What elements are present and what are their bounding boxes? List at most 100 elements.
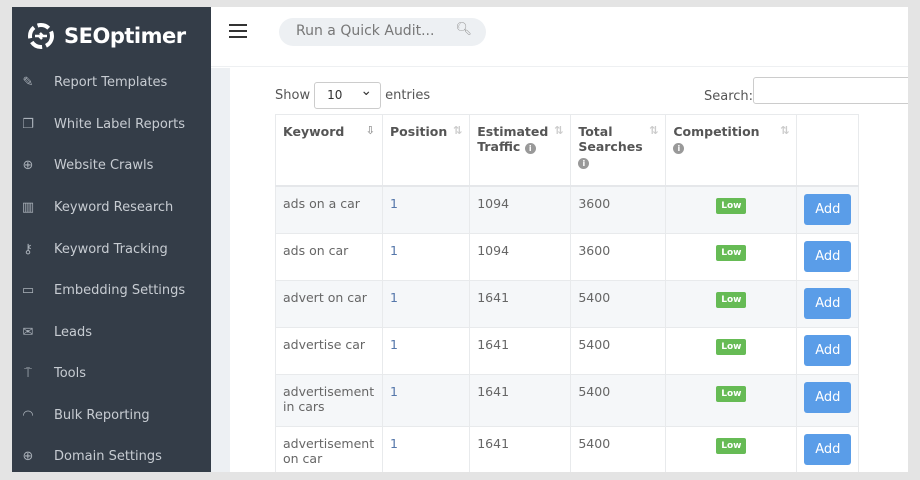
sidebar-item-keyword-research[interactable]: ▥ Keyword Research [12,192,211,222]
sort-icon: ⇅ [780,124,790,137]
zoom-in-icon: ⊕ [22,157,34,173]
header-keyword[interactable]: Keyword ⇩ [275,114,383,186]
competition-badge: Low [716,291,747,308]
position-cell: 1 [381,279,471,328]
sort-asc-icon: ⇩ [365,124,375,137]
action-cell: Add [796,326,860,375]
table-search-input[interactable] [753,77,908,104]
sidebar-item-keyword-tracking[interactable]: ⚷ Keyword Tracking [12,234,211,264]
info-icon[interactable]: i [673,143,685,154]
competition-cell: Low [665,185,798,234]
dashboard-icon: ◠ [22,407,34,423]
sidebar-item-label: Domain Settings [54,448,162,464]
app-window: SEOptimer ✎ Report Templates ❐ White Label … [12,7,908,472]
traffic-cell: 1641 [469,425,572,472]
add-button[interactable]: Add [804,193,852,225]
add-button[interactable]: Add [804,287,852,319]
entries-select[interactable]: 10 [314,82,382,109]
table-row: advertisement on car 1 1641 5400 Low Add [275,425,860,472]
keyword-cell: advertisement on car [275,425,383,472]
position-cell: 1 [381,326,471,375]
table-row: ads on a car 1 1094 3600 Low Add [275,185,860,234]
position-cell: 1 [381,232,471,281]
traffic-cell: 1641 [469,373,572,427]
sidebar: SEOptimer ✎ Report Templates ❐ White Label … [12,7,211,472]
sidebar-item-website-crawls[interactable]: ⊕ Website Crawls [12,150,211,180]
search-label: Search: [704,89,754,104]
competition-cell: Low [665,232,798,281]
searches-cell: 3600 [570,232,667,281]
traffic-cell: 1094 [469,185,572,234]
competition-cell: Low [665,279,798,328]
add-button[interactable]: Add [804,240,852,272]
traffic-cell: 1641 [469,279,572,328]
competition-cell: Low [665,373,798,427]
add-button[interactable]: Add [804,433,852,465]
add-button[interactable]: Add [804,334,852,366]
logo[interactable]: SEOptimer [24,19,186,53]
header-label: Estimated Traffic [477,124,549,154]
keywords-table: Keyword ⇩ Position ⇅ Estimated Traffic i ⇅ … [275,114,860,472]
sidebar-item-label: Keyword Tracking [54,241,168,257]
info-icon[interactable]: i [578,158,590,169]
header-position[interactable]: Position ⇅ [381,114,471,186]
search-icon[interactable]: 🔍︎ [455,22,472,37]
sidebar-item-label: Website Crawls [54,157,154,173]
action-cell: Add [796,279,860,328]
sort-icon: ⇅ [554,124,564,137]
sidebar-item-domain-settings[interactable]: ⊕ Domain Settings [12,441,211,471]
hammer-icon: ⍑ [24,365,32,381]
entries-label: entries [385,88,431,103]
action-cell: Add [796,373,860,427]
content-gutter [211,68,230,472]
action-cell: Add [796,185,860,234]
header-label: Keyword [283,124,345,139]
sort-icon: ⇅ [649,124,659,137]
competition-badge: Low [716,244,747,261]
hamburger-menu-icon[interactable] [229,24,247,38]
competition-badge: Low [716,197,747,214]
logo-gear-icon [28,23,54,49]
sidebar-item-label: Embedding Settings [54,282,186,298]
header-total-searches[interactable]: Total Searches i ⇅ [570,114,667,186]
position-cell: 1 [381,425,471,472]
sidebar-item-label: Tools [54,365,87,381]
table-row: advertisement in cars 1 1641 5400 Low Ad… [275,373,860,427]
header-action [796,114,860,186]
keyword-cell: ads on a car [275,185,383,234]
sidebar-item-tools[interactable]: ⍑ Tools [12,358,211,388]
sidebar-item-label: Bulk Reporting [54,407,150,423]
bar-chart-icon: ▥ [21,199,35,215]
top-bar: Run a Quick Audit... 🔍︎ [211,7,908,67]
action-cell: Add [796,425,860,472]
header-estimated-traffic[interactable]: Estimated Traffic i ⇅ [469,114,572,186]
add-button[interactable]: Add [804,381,852,413]
entries-control: Show 10 entries [275,82,430,109]
searches-cell: 3600 [570,185,667,234]
sidebar-item-report-templates[interactable]: ✎ Report Templates [12,67,211,97]
table-row: advertise car 1 1641 5400 Low Add [275,326,860,375]
competition-badge: Low [716,437,747,454]
copy-icon: ❐ [22,116,34,132]
quick-audit-input[interactable]: Run a Quick Audit... 🔍︎ [279,18,486,46]
envelope-icon: ✉ [22,324,34,340]
entries-value: 10 [327,88,343,102]
action-cell: Add [796,232,860,281]
header-label: Position [390,124,448,139]
sidebar-item-bulk-reporting[interactable]: ◠ Bulk Reporting [12,400,211,430]
keyword-cell: ads on car [275,232,383,281]
sidebar-item-embedding-settings[interactable]: ▭ Embedding Settings [12,275,211,305]
key-icon: ⚷ [23,241,33,257]
brand-name: SEOptimer [64,24,186,48]
sidebar-item-white-label-reports[interactable]: ❐ White Label Reports [12,109,211,139]
header-competition[interactable]: Competition i ⇅ [665,114,798,186]
sidebar-item-label: White Label Reports [54,116,186,132]
traffic-cell: 1641 [469,326,572,375]
position-cell: 1 [381,185,471,234]
globe-icon: ⊕ [22,448,34,464]
keyword-cell: advertisement in cars [275,373,383,427]
info-icon[interactable]: i [524,143,536,154]
searches-cell: 5400 [570,279,667,328]
sidebar-item-leads[interactable]: ✉ Leads [12,317,211,347]
sidebar-item-label: Report Templates [54,74,168,90]
